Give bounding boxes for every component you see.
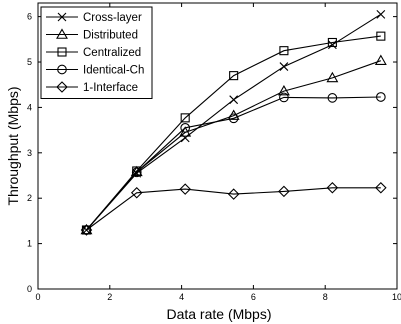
x-tick-label: 0 [35,292,40,302]
x-tick-label: 8 [323,292,328,302]
data-point-cross-layer [327,40,337,50]
y-tick-label: 0 [27,284,32,294]
legend-box [40,6,153,99]
series-line-identical-ch [86,96,381,231]
x-tick-label: 10 [392,292,401,302]
data-point-identical-ch [228,113,239,124]
data-point-centralized [180,113,190,123]
data-point-cross-layer [376,9,386,19]
data-point-cross-layer [279,62,289,71]
data-point-identical-ch [131,167,142,178]
legend-marker [56,28,68,39]
data-point-distributed [374,54,387,65]
legend-label: Centralized [83,47,141,59]
legend-label: 1-Interface [83,82,138,94]
data-point-1-interface [130,186,143,199]
data-point-1-interface [227,188,240,200]
y-tick-label: 2 [27,193,32,203]
legend-entry-centralized: Centralized [46,47,141,59]
legend-marker [56,81,68,93]
legend: Cross-layer Distributed Centralized Identic… [40,6,153,99]
legend-entry-cross-layer: Cross-layer [46,12,142,24]
data-point-1-interface [278,185,290,198]
y-tick-label: 4 [27,102,32,112]
legend-label: Cross-layer [83,12,142,24]
legend-marker [57,12,67,22]
x-tick-label: 2 [107,292,112,302]
data-point-distributed [326,71,339,83]
data-point-1-interface [179,183,191,195]
data-point-1-interface [326,181,339,194]
plot-frame [37,2,398,290]
legend-marker [57,64,67,75]
legend-entry-distributed: Distributed [46,28,138,42]
data-point-1-interface [80,224,93,236]
data-point-centralized [327,37,337,48]
x-tick-label: 4 [179,292,184,302]
data-point-cross-layer [180,133,190,143]
data-point-distributed [130,165,143,177]
x-tick-label: 6 [251,292,256,302]
series-line-1-interface [86,187,381,231]
legend-entry-identical-ch: Identical-Ch [46,65,144,77]
plot-layer [80,9,387,236]
data-point-identical-ch [327,93,338,103]
legend-label: Identical-Ch [83,65,144,77]
data-point-centralized [279,46,289,56]
data-point-distributed [277,84,290,96]
y-axis-label: Throughput (Mbps) [5,86,21,205]
legend-entry-1-interface: 1-Interface [46,81,138,94]
data-point-centralized [376,31,386,41]
data-point-identical-ch [279,92,289,103]
y-tick-label: 6 [27,12,32,22]
legend-label: Distributed [83,30,138,42]
axis-ticks: 0 2 4 6 8 10 0 1 2 3 4 5 6 [27,3,401,302]
legend-marker [57,47,67,57]
data-point-cross-layer [229,95,239,105]
data-point-identical-ch [180,122,191,133]
y-tick-label: 1 [27,239,32,249]
axes-frame [37,2,398,290]
series-line-centralized [86,35,381,231]
data-point-identical-ch [375,92,386,102]
y-tick-label: 5 [27,57,32,67]
data-point-1-interface [375,181,387,194]
data-point-centralized [229,71,239,81]
y-tick-label: 3 [27,148,32,158]
x-axis-label: Data rate (Mbps) [166,306,271,322]
